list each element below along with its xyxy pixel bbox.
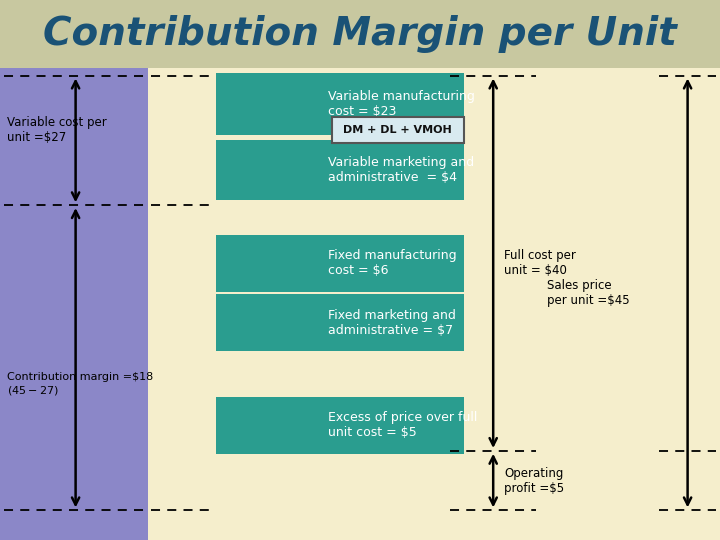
FancyBboxPatch shape (216, 140, 464, 200)
Text: Fixed manufacturing
cost = $6: Fixed manufacturing cost = $6 (328, 249, 456, 277)
Text: Excess of price over full
unit cost = $5: Excess of price over full unit cost = $5 (328, 411, 477, 439)
Text: Operating
profit =$5: Operating profit =$5 (504, 467, 564, 495)
Text: Contribution Margin per Unit: Contribution Margin per Unit (43, 15, 677, 53)
Text: Variable marketing and
administrative  = $4: Variable marketing and administrative = … (328, 156, 474, 184)
FancyBboxPatch shape (216, 397, 464, 454)
Bar (0, 68, 148, 540)
FancyBboxPatch shape (216, 73, 464, 135)
Bar (0, 0, 720, 68)
FancyBboxPatch shape (216, 235, 464, 292)
Text: Variable manufacturing
cost = $23: Variable manufacturing cost = $23 (328, 90, 475, 118)
Text: Sales price
per unit =$45: Sales price per unit =$45 (547, 279, 630, 307)
FancyBboxPatch shape (216, 294, 464, 351)
Text: Full cost per
unit = $40: Full cost per unit = $40 (504, 249, 576, 277)
FancyBboxPatch shape (332, 117, 464, 143)
Text: Variable cost per
unit =$27: Variable cost per unit =$27 (7, 116, 107, 144)
Text: Fixed marketing and
administrative = $7: Fixed marketing and administrative = $7 (328, 309, 456, 336)
Text: Contribution margin =$18
($45 - $27): Contribution margin =$18 ($45 - $27) (7, 372, 153, 397)
Text: DM + DL + VMOH: DM + DL + VMOH (343, 125, 452, 134)
